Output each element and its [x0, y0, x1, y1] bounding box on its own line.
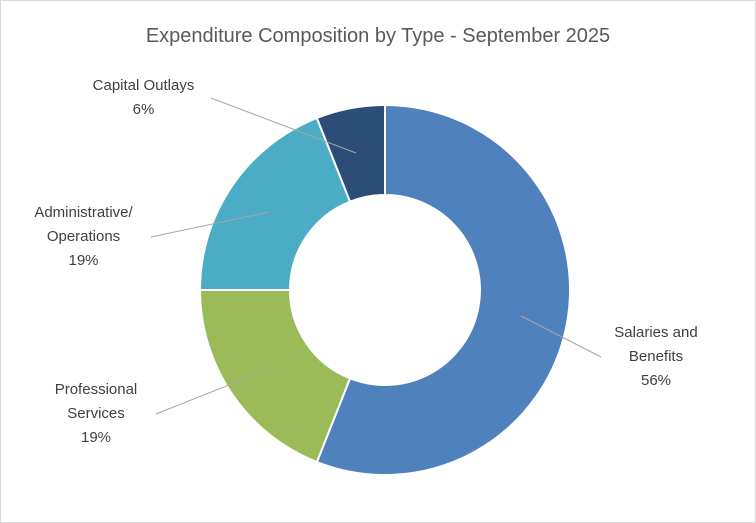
category-label: Capital Outlays	[92, 77, 195, 94]
data-label: Salaries and Benefits 56%	[596, 321, 716, 393]
leader-line	[210, 97, 357, 154]
leader-line	[155, 368, 270, 415]
category-label: Professional Services	[54, 381, 138, 422]
value-label: 6%	[132, 101, 155, 118]
value-label: 56%	[640, 372, 672, 389]
donut-slice	[315, 103, 386, 203]
data-label: Administrative/ Operations 19%	[6, 201, 161, 273]
leader-line	[150, 211, 270, 238]
donut-slice	[198, 116, 352, 291]
data-label: Professional Services 19%	[31, 378, 161, 450]
value-label: 19%	[80, 429, 112, 446]
category-label: Administrative/ Operations	[34, 204, 133, 245]
donut-slice	[198, 289, 352, 464]
category-label: Salaries and Benefits	[614, 324, 698, 365]
donut-slice	[315, 103, 571, 476]
data-label: Capital Outlays 6%	[61, 74, 226, 122]
leader-line	[520, 315, 602, 358]
value-label: 19%	[68, 252, 99, 269]
chart-title: Expenditure Composition by Type - Septem…	[145, 25, 611, 47]
